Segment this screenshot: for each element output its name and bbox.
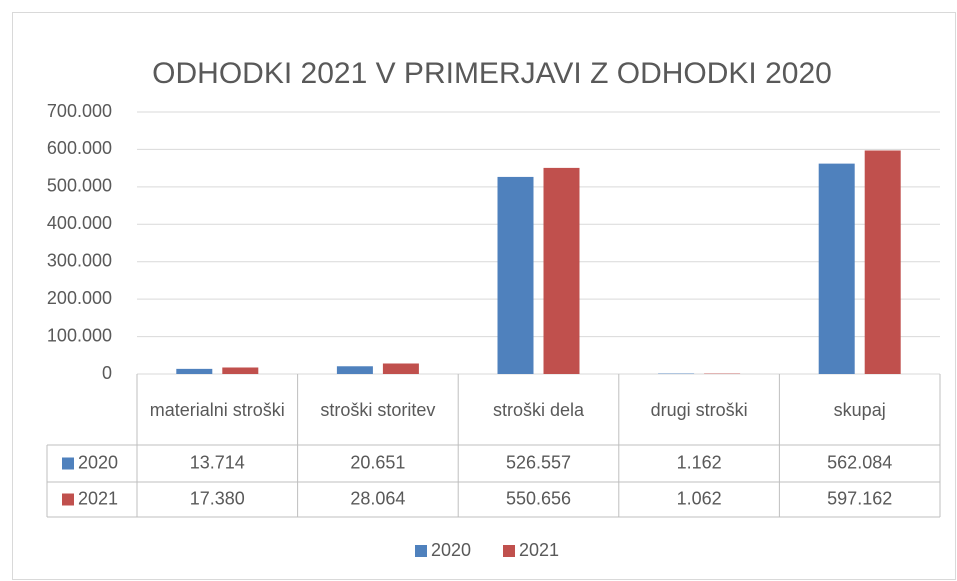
y-tick-label: 600.000 xyxy=(47,138,112,158)
y-tick-label: 0 xyxy=(102,363,112,383)
table-value: 1.062 xyxy=(677,488,722,508)
legend-label: 2021 xyxy=(519,540,559,560)
x-tick-label: materialni stroški xyxy=(149,399,285,420)
bar xyxy=(336,366,373,374)
table-row-label: 2021 xyxy=(78,488,118,508)
table-value: 562.084 xyxy=(827,452,892,472)
y-tick-label: 200.000 xyxy=(47,288,112,308)
table-value: 1.162 xyxy=(677,452,722,472)
x-tick-label-box: drugi stroški xyxy=(650,399,748,420)
legend-key xyxy=(415,545,427,557)
table-legend-key xyxy=(62,457,74,470)
table-value: 28.064 xyxy=(350,488,405,508)
y-tick-label: 700.000 xyxy=(47,101,112,121)
table-row-label: 2020 xyxy=(78,452,118,472)
table-value: 20.651 xyxy=(350,452,405,472)
table-value: 13.714 xyxy=(190,452,245,472)
bar xyxy=(543,167,580,374)
y-tick-label: 500.000 xyxy=(47,176,112,196)
x-tick-label: drugi stroški xyxy=(650,399,748,420)
table-value: 550.656 xyxy=(506,488,571,508)
x-tick-label: stroški storitev xyxy=(320,399,436,420)
x-tick-label: stroški dela xyxy=(492,399,584,420)
x-tick-label-box: materialni stroški xyxy=(149,399,285,420)
x-tick-label-box: skupaj xyxy=(833,399,886,420)
table-value: 526.557 xyxy=(506,452,571,472)
y-tick-label: 400.000 xyxy=(47,213,112,233)
x-tick-label-box: stroški storitev xyxy=(320,399,436,420)
x-tick-label: skupaj xyxy=(833,399,886,420)
legend-label: 2020 xyxy=(431,540,471,560)
bar xyxy=(222,367,259,374)
chart-title: ODHODKI 2021 V PRIMERJAVI Z ODHODKI 2020 xyxy=(152,57,832,90)
legend-key xyxy=(503,545,515,557)
y-tick-label: 100.000 xyxy=(47,325,112,345)
y-tick-label: 300.000 xyxy=(47,250,112,270)
bar xyxy=(382,363,419,374)
bar xyxy=(497,176,534,374)
table-value: 597.162 xyxy=(827,488,892,508)
bar xyxy=(818,163,855,374)
bar xyxy=(864,150,901,374)
bar xyxy=(176,368,213,374)
chart-border xyxy=(12,12,956,580)
table-legend-key xyxy=(62,493,74,506)
table-value: 17.380 xyxy=(190,488,245,508)
x-tick-label-box: stroški dela xyxy=(492,399,584,420)
